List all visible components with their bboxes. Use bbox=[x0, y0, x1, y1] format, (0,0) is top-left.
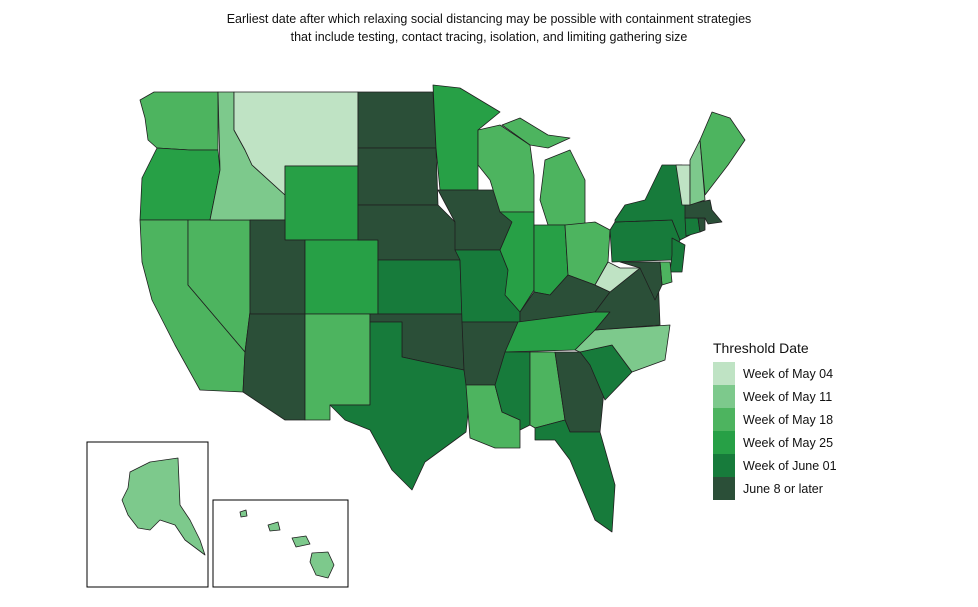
legend-label: Week of May 25 bbox=[743, 435, 834, 450]
state-nd bbox=[357, 91, 437, 149]
legend: Threshold Date Week of May 04 Week of Ma… bbox=[713, 340, 853, 500]
state-ma bbox=[684, 199, 723, 225]
state-tx bbox=[329, 321, 471, 491]
state-ks bbox=[377, 259, 463, 315]
legend-item-may-11: Week of May 11 bbox=[713, 385, 853, 408]
legend-swatch bbox=[713, 454, 735, 477]
state-wv bbox=[594, 261, 641, 293]
state-co bbox=[304, 239, 379, 315]
map-title: Earliest date after which relaxing socia… bbox=[0, 10, 978, 46]
legend-swatch bbox=[713, 408, 735, 431]
state-hi-oahu bbox=[267, 521, 281, 532]
hawaii-inset-frame bbox=[212, 499, 349, 588]
legend-label: Week of May 11 bbox=[743, 389, 833, 404]
state-az bbox=[242, 311, 306, 421]
state-ak bbox=[121, 457, 206, 556]
state-fl bbox=[534, 419, 616, 533]
legend-item-may-04: Week of May 04 bbox=[713, 362, 853, 385]
state-hi-big bbox=[309, 551, 335, 579]
state-sd bbox=[357, 147, 439, 206]
state-md bbox=[619, 261, 663, 301]
legend-label: Week of May 18 bbox=[743, 412, 834, 427]
legend-item-june-8-later: June 8 or later bbox=[713, 477, 853, 500]
state-nm bbox=[304, 313, 371, 421]
legend-swatch bbox=[713, 477, 735, 500]
state-wy bbox=[284, 165, 359, 241]
state-ct bbox=[684, 217, 701, 237]
legend-title: Threshold Date bbox=[713, 340, 809, 356]
alaska-inset-frame bbox=[86, 441, 209, 588]
state-wa bbox=[139, 91, 219, 151]
state-or bbox=[139, 147, 221, 221]
state-hi-kauai bbox=[239, 509, 248, 518]
legend-label: Week of May 04 bbox=[743, 366, 834, 381]
legend-swatch bbox=[713, 431, 735, 454]
state-nj bbox=[669, 237, 686, 273]
state-mi bbox=[539, 149, 586, 226]
state-hi-maui bbox=[291, 535, 311, 548]
title-line-2: that include testing, contact tracing, i… bbox=[290, 30, 688, 44]
legend-label: Week of June 01 bbox=[743, 458, 837, 473]
legend-item-may-25: Week of May 25 bbox=[713, 431, 853, 454]
state-mi-up bbox=[501, 117, 571, 149]
legend-item-may-18: Week of May 18 bbox=[713, 408, 853, 431]
state-me bbox=[699, 111, 746, 196]
legend-label: June 8 or later bbox=[743, 481, 823, 496]
state-pa bbox=[609, 219, 681, 263]
legend-item-june-01: Week of June 01 bbox=[713, 454, 853, 477]
legend-swatch bbox=[713, 362, 735, 385]
legend-swatch bbox=[713, 385, 735, 408]
title-line-1: Earliest date after which relaxing socia… bbox=[226, 12, 752, 26]
